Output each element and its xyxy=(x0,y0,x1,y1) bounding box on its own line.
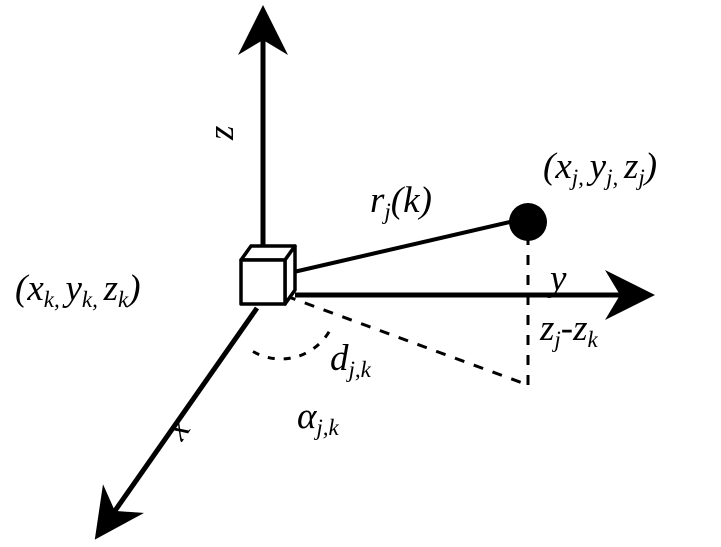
z-axis-label: z xyxy=(201,126,242,141)
origin-cube-front xyxy=(241,260,285,304)
x-axis xyxy=(112,308,257,515)
coordinate-diagram: zyx(xj, yj, zj)(xk, yk, zk)rj(k)dj,kαj,k… xyxy=(0,0,721,547)
d-label: dj,k xyxy=(330,338,372,382)
y-axis-label: y xyxy=(546,258,567,299)
zdiff-label: zj-zk xyxy=(539,308,599,352)
projection-d-line xyxy=(286,296,528,385)
alpha-label: αj,k xyxy=(297,396,340,440)
angle-arc xyxy=(253,324,333,359)
r-label: rj(k) xyxy=(370,180,432,224)
point-j xyxy=(509,203,547,241)
point-k-coords: (xk, yk, zk) xyxy=(15,268,141,312)
r-vector-line xyxy=(285,222,510,274)
point-j-coords: (xj, yj, zj) xyxy=(543,146,657,190)
